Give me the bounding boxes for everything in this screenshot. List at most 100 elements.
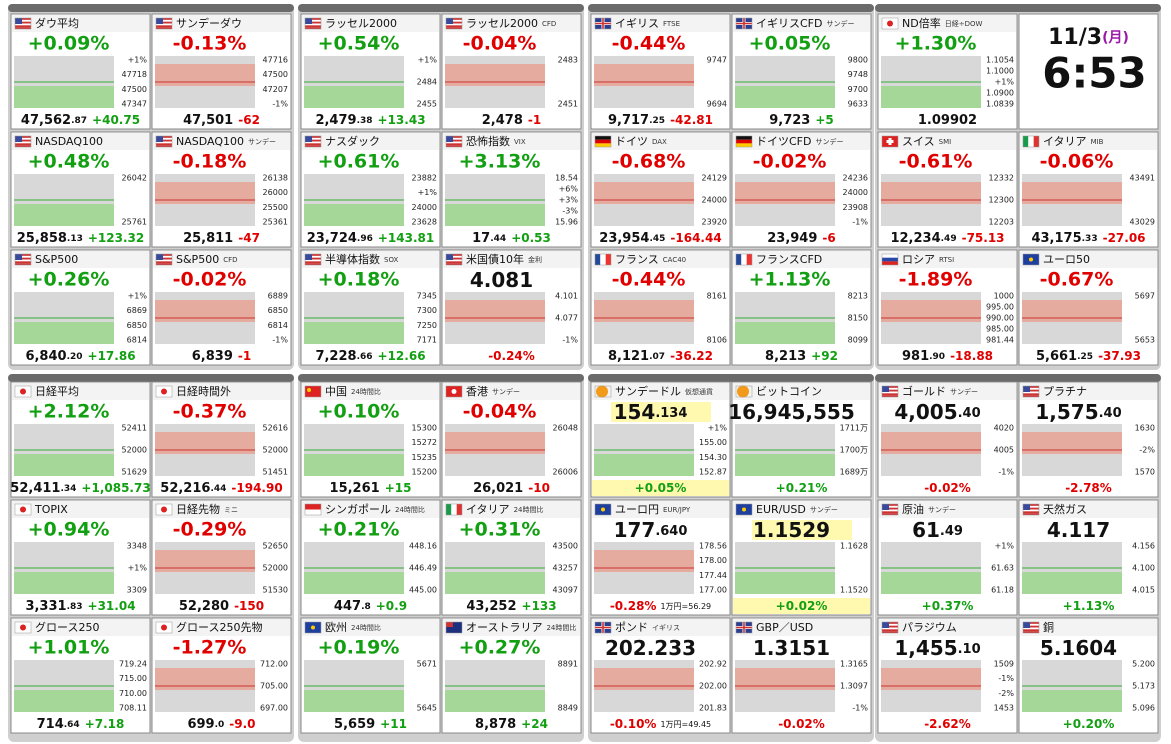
price-decimal: .0 — [215, 720, 225, 730]
price-line: 43,175.33 -27.06 — [1031, 231, 1145, 246]
axis-label: 5.173 — [1132, 682, 1155, 691]
tile-header — [12, 133, 149, 150]
flag-part — [595, 143, 611, 147]
delta: +143.81 — [378, 231, 434, 245]
tile-tag: サンデー — [950, 387, 978, 396]
axis-label: 47500 — [263, 70, 288, 79]
price: 23,949 — [767, 231, 817, 246]
tile-tag: CFD — [223, 256, 237, 264]
flag-border — [445, 253, 463, 266]
axis-label: 2455 — [417, 100, 437, 109]
flag-part — [737, 385, 749, 398]
flag-part — [595, 136, 611, 140]
axis-label: 1000 — [994, 292, 1014, 301]
flag-part — [1023, 511, 1039, 514]
tile-tag: 仮想通貨 — [685, 387, 713, 396]
flag-part — [446, 136, 453, 142]
axis-label: 43029 — [1130, 218, 1155, 227]
flag-part — [1023, 507, 1039, 510]
axis-label: -1% — [562, 336, 578, 345]
price: 714 — [37, 717, 64, 732]
price: 1.09902 — [918, 113, 977, 128]
flag-part — [305, 18, 321, 29]
delta: -18.88 — [950, 349, 993, 363]
tile-header — [153, 15, 290, 32]
flag-part — [456, 504, 462, 515]
change: -0.18% — [173, 151, 247, 173]
tile-header — [302, 15, 439, 32]
price: 6,840 — [25, 349, 66, 364]
flag-border — [735, 253, 753, 266]
flag-part — [156, 25, 172, 28]
axis-label: 1.1000 — [986, 67, 1014, 76]
tile-tag: 24時間比 — [546, 623, 576, 632]
axis-label: 715.00 — [119, 674, 147, 683]
axis-label: 710.00 — [119, 689, 147, 698]
flag-part — [446, 261, 462, 264]
price-line: 9,723 +5 — [769, 113, 834, 128]
axis-label: 8891 — [558, 660, 578, 669]
flag-part — [446, 27, 462, 29]
price-decimal: .96 — [357, 234, 373, 244]
group-bar — [298, 374, 584, 382]
axis-label: -1% — [998, 674, 1014, 683]
delta: +40.75 — [92, 113, 140, 127]
chart-fill — [445, 300, 545, 322]
chart-fill — [445, 690, 545, 712]
price-line: 47,501 -62 — [183, 113, 260, 128]
change: +0.31% — [459, 519, 541, 541]
flag-part — [882, 511, 898, 514]
price: 8,878 — [475, 717, 516, 732]
flag-part — [451, 504, 457, 515]
flag-part — [156, 18, 163, 24]
axis-label: 18.54 — [555, 174, 578, 183]
tile-header — [1020, 501, 1157, 518]
tile-name: サンデードル — [615, 384, 681, 398]
price-line: 981.90 -18.88 — [902, 349, 993, 364]
chart-fill — [594, 64, 694, 86]
flag-part — [446, 254, 453, 260]
axis-label: 981.44 — [986, 336, 1014, 345]
flag-part — [743, 622, 745, 633]
change-line: -2.62% — [924, 717, 971, 731]
tile-name: ラッセル2000 — [325, 17, 397, 30]
chart-fill — [1022, 182, 1122, 204]
axis-label: 8106 — [707, 336, 727, 345]
change: -0.02% — [753, 151, 827, 173]
price-line: 1,575.40 — [1035, 400, 1121, 424]
flag-part — [882, 504, 898, 506]
delta: +133 — [522, 599, 557, 613]
delta: +0.9 — [376, 599, 407, 613]
flag-part — [741, 254, 747, 265]
flag-part — [1023, 386, 1030, 392]
price-line: 7,228.66 +12.66 — [315, 349, 425, 364]
price: 5.1604 — [1040, 636, 1117, 660]
flag-border — [735, 621, 753, 634]
price-decimal: .44 — [210, 484, 226, 494]
flag-part — [1023, 622, 1039, 633]
change: -0.28% — [610, 599, 657, 613]
tile-name: 半導体指数 — [325, 252, 380, 266]
axis-label: 1.1054 — [986, 56, 1014, 65]
flag-part — [446, 136, 462, 138]
axis-label: 23908 — [843, 203, 868, 212]
chart-fill — [14, 454, 114, 476]
tile-name: ナスダック — [325, 134, 380, 148]
tile-tag: 金利 — [528, 255, 542, 264]
change: -0.61% — [899, 151, 973, 173]
axis-label: 1570 — [1135, 468, 1155, 477]
price-line: 9,717.25 -42.81 — [608, 113, 713, 128]
axis-label: 47500 — [122, 85, 147, 94]
change: +2.12% — [28, 401, 110, 423]
flag-border — [445, 135, 463, 148]
price-line: 25,858.13 +123.32 — [17, 231, 145, 246]
price: 43,252 — [466, 599, 516, 614]
flag-part — [736, 254, 742, 265]
axis-label: 5671 — [417, 660, 437, 669]
delta: +13.43 — [378, 113, 426, 127]
axis-label: 9747 — [707, 56, 727, 65]
price-decimal: .44 — [490, 234, 506, 244]
axis-label: 47207 — [263, 85, 288, 94]
tile-name: イタリア — [466, 503, 510, 516]
flag-border — [14, 503, 32, 516]
